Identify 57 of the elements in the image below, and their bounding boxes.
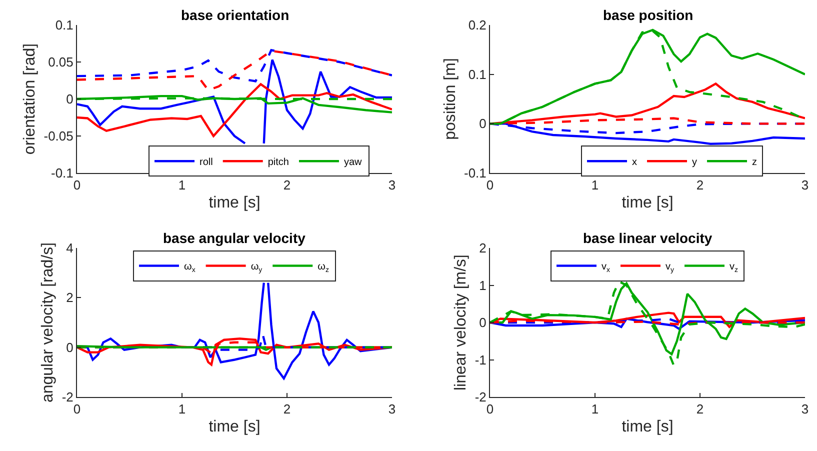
x-tick-label: 3 <box>801 178 809 193</box>
y-tick-label: 4 <box>66 240 74 256</box>
x-tick-label: 2 <box>283 402 291 417</box>
y-tick-label: -2 <box>474 390 486 405</box>
x-tick-label: 3 <box>801 402 809 417</box>
y-tick-label: 0.1 <box>468 66 486 82</box>
legend-label: v$_{z}$ <box>730 262 738 274</box>
x-tick-label: 1 <box>178 402 186 417</box>
y-tick-label: -0.1 <box>464 166 486 181</box>
chart-title: base position <box>603 7 694 23</box>
legend-label: yaw <box>344 157 363 168</box>
y-tick-label: 0 <box>66 340 74 355</box>
legend-label: v$_{y}$ <box>666 262 674 274</box>
chart-title: base linear velocity <box>583 230 712 246</box>
y-tick-label: 0.1 <box>55 18 74 33</box>
legend-label: y <box>692 157 698 168</box>
y-axis-title: angular velocity [rad/s] <box>40 242 57 403</box>
x-tick-label: 3 <box>388 402 396 417</box>
x-axis-title: time [s] <box>622 194 674 212</box>
x-tick-label: 2 <box>283 178 291 193</box>
chart-title: base orientation <box>181 7 290 23</box>
y-tick-label: 0 <box>66 92 74 107</box>
x-tick-label: 2 <box>696 402 704 417</box>
legend-label: ω$_{y}$ <box>250 262 263 274</box>
legend-label: pitch <box>268 157 289 168</box>
y-axis-title: orientation [rad] <box>22 43 39 155</box>
x-axis-title: time [s] <box>208 194 260 212</box>
x-axis-title: time [s] <box>208 418 260 436</box>
y-tick-label: 0.2 <box>468 18 486 33</box>
y-tick-label: 0.05 <box>48 54 74 70</box>
legend-label: roll <box>200 157 213 168</box>
x-axis-title: time [s] <box>622 418 674 436</box>
y-tick-label: 2 <box>479 240 486 256</box>
y-axis-title: linear velocity [m/s] <box>452 254 470 391</box>
legend-label: z <box>752 157 758 168</box>
y-axis-title: position [m] <box>442 58 459 140</box>
line-series <box>77 49 392 82</box>
legend-label: v$_{x}$ <box>602 262 610 274</box>
line-series <box>77 50 392 92</box>
legend-label: x <box>632 157 638 168</box>
legend-label: ω$_{x}$ <box>184 262 196 274</box>
y-tick-label: 0 <box>479 315 486 330</box>
y-tick-label: -1 <box>474 352 486 368</box>
legend-label: ω$_{z}$ <box>318 262 330 274</box>
x-tick-label: 3 <box>388 178 396 193</box>
y-tick-label: 2 <box>66 290 74 306</box>
y-tick-label: -2 <box>62 390 74 405</box>
y-tick-label: 1 <box>479 278 486 293</box>
y-tick-label: 0 <box>479 116 486 132</box>
x-tick-label: 1 <box>178 178 186 193</box>
x-tick-label: 2 <box>696 178 704 193</box>
line-series <box>77 83 392 138</box>
x-tick-label: 1 <box>591 402 599 417</box>
y-tick-label: -0.05 <box>44 128 74 144</box>
chart-title: base angular velocity <box>163 230 306 246</box>
y-tick-label: -0.1 <box>50 166 74 181</box>
x-tick-label: 1 <box>591 178 599 193</box>
